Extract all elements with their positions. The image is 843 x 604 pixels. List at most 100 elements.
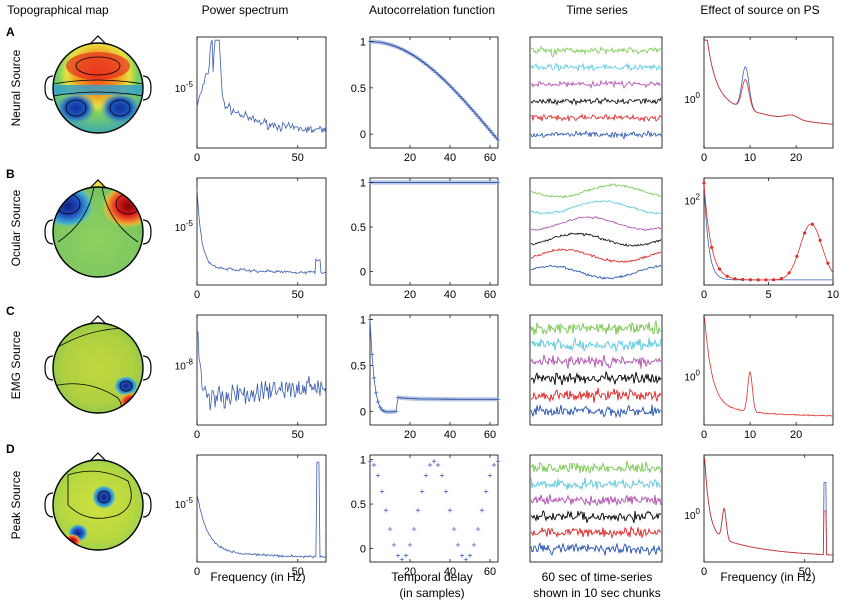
eff-B-red-marker: [779, 277, 784, 281]
ts-B-series-1: [530, 183, 662, 199]
ps-B-series-line: [196, 188, 327, 275]
ts-B-series-3: [530, 216, 662, 232]
ts-D-series-3: [530, 494, 662, 507]
ts-B-series-6: [530, 264, 662, 280]
acf-D-marker: [371, 462, 377, 468]
eff-B-red-marker: [702, 181, 706, 185]
eff-A-blue-line: [704, 39, 833, 125]
ts-C-series-6: [530, 404, 662, 419]
acf-B-xtick-label: 20: [404, 289, 416, 301]
acf-D-marker: [471, 542, 477, 548]
row-label-a: Neural Source: [9, 49, 23, 126]
acf-D-xtick-label: 60: [484, 566, 496, 578]
topo-map-a: [44, 35, 152, 134]
ts-A-series-5: [530, 113, 662, 122]
ps-D-xtick-label: 50: [292, 566, 304, 578]
acf-D-ytick-label: 1: [360, 454, 366, 466]
eff-B-red-marker: [741, 277, 745, 282]
acf-D-marker: [411, 526, 417, 532]
eff-B-red-marker: [803, 231, 807, 235]
eff-B-xtick-label: 0: [701, 289, 707, 301]
acf-D-marker: [447, 508, 453, 513]
acf-D-marker: [419, 489, 425, 494]
ts-C-frame: [529, 314, 663, 426]
ts-C-series-3: [530, 354, 662, 369]
ps-B-xtick-label: 50: [292, 289, 304, 301]
acf-B-xtick-label: 60: [484, 289, 496, 301]
eff-C-ytick-label: 100: [684, 369, 700, 384]
ps-D-xtick-label: 0: [194, 566, 200, 578]
acf-D-marker: [395, 553, 401, 558]
ps-A-frame: [196, 36, 327, 149]
chart-d-time-series: [529, 454, 663, 563]
acf-D-marker: [435, 462, 441, 468]
acf-D-xtick-label: 20: [404, 566, 416, 578]
eff-D-blue-line: [704, 457, 833, 556]
acf-D-marker: [383, 508, 389, 513]
acf-A-ytick-label: 0: [360, 129, 366, 141]
acf-A-xtick-label: 40: [444, 152, 456, 164]
acf-B-ytick-label: 1: [360, 177, 366, 189]
eff-B-red-marker: [795, 254, 799, 258]
ts-D-series-5: [530, 526, 662, 540]
chart-c-autocorrelation: 20 40 60 0 0.5 1: [351, 315, 501, 441]
eff-D-xtick-label: 50: [799, 566, 811, 578]
acf-D-frame: [369, 454, 499, 563]
eff-D-ytick-label: 100: [684, 507, 700, 522]
acf-A-series-line: [369, 41, 499, 141]
chart-c-time-series: [529, 314, 663, 426]
topo-map-b: [44, 179, 152, 278]
ps-A-xtick-label: 0: [194, 152, 200, 164]
ps-C-xtick-label: 0: [194, 429, 200, 441]
row-labels: Neural Source Ocular Source EMG Source P…: [9, 49, 23, 539]
acf-A-xtick-label: 60: [484, 152, 496, 164]
ts-A-frame: [529, 36, 663, 149]
ts-A-series-2: [530, 62, 662, 73]
ps-A-series-line: [196, 39, 327, 134]
ps-C-frame: [196, 314, 327, 426]
acf-D-marker: [475, 526, 481, 532]
acf-D-marker: [423, 473, 429, 478]
acf-D-marker: [431, 459, 437, 464]
ps-C-series-line: [196, 331, 327, 411]
eff-B-xtick-label: 5: [765, 289, 771, 301]
acf-D-marker: [479, 508, 485, 513]
eff-A-xtick-label: 20: [790, 152, 802, 164]
chart-b-time-series: [529, 177, 663, 286]
eff-C-xtick-label: 0: [701, 429, 707, 441]
row-letter-b: B: [6, 167, 15, 181]
ts-D-frame: [529, 454, 663, 563]
chart-a-time-series: [529, 36, 663, 149]
ts-D-series-2: [530, 477, 662, 491]
ts-A-series-4: [530, 97, 662, 106]
acf-D-marker: [443, 489, 449, 494]
row-letter-d: D: [6, 442, 15, 456]
chart-b-autocorrelation: 20 40 60 0 0.5 1: [351, 177, 501, 301]
acf-B-ytick-label: 0.5: [351, 222, 366, 234]
eff-B-red-marker: [756, 278, 760, 282]
eff-D-frame: [703, 454, 834, 563]
acf-D-marker: [495, 459, 501, 464]
acf-C-ytick-label: 0: [360, 406, 366, 418]
acf-D-marker: [403, 553, 409, 558]
eff-C-xtick-label: 20: [790, 429, 802, 441]
row-label-c: EMG Source: [9, 330, 23, 399]
ts-D-series-4: [530, 509, 662, 523]
eff-B-xtick-label: 10: [827, 289, 839, 301]
acf-A-ytick-label: 1: [360, 37, 366, 49]
ps-C-xtick-label: 50: [292, 429, 304, 441]
eff-D-red-line: [704, 457, 833, 556]
eff-B-red-line: [703, 183, 833, 281]
acf-D-ytick-label: 0.5: [351, 499, 366, 511]
acf-C-xtick-label: 40: [444, 429, 456, 441]
eff-B-red-marker: [717, 267, 722, 271]
ts-A-series-3: [530, 79, 662, 89]
acf-D-marker: [459, 553, 465, 558]
eff-B-red-marker: [810, 222, 814, 226]
chart-c-effect-on-ps: 0 10 20 100: [684, 314, 834, 441]
eff-A-ytick-label: 100: [684, 91, 700, 106]
chart-a-power-spectrum: 0 50 10-5: [175, 36, 327, 164]
acf-D-marker: [463, 557, 469, 562]
acf-D-marker: [427, 462, 433, 468]
